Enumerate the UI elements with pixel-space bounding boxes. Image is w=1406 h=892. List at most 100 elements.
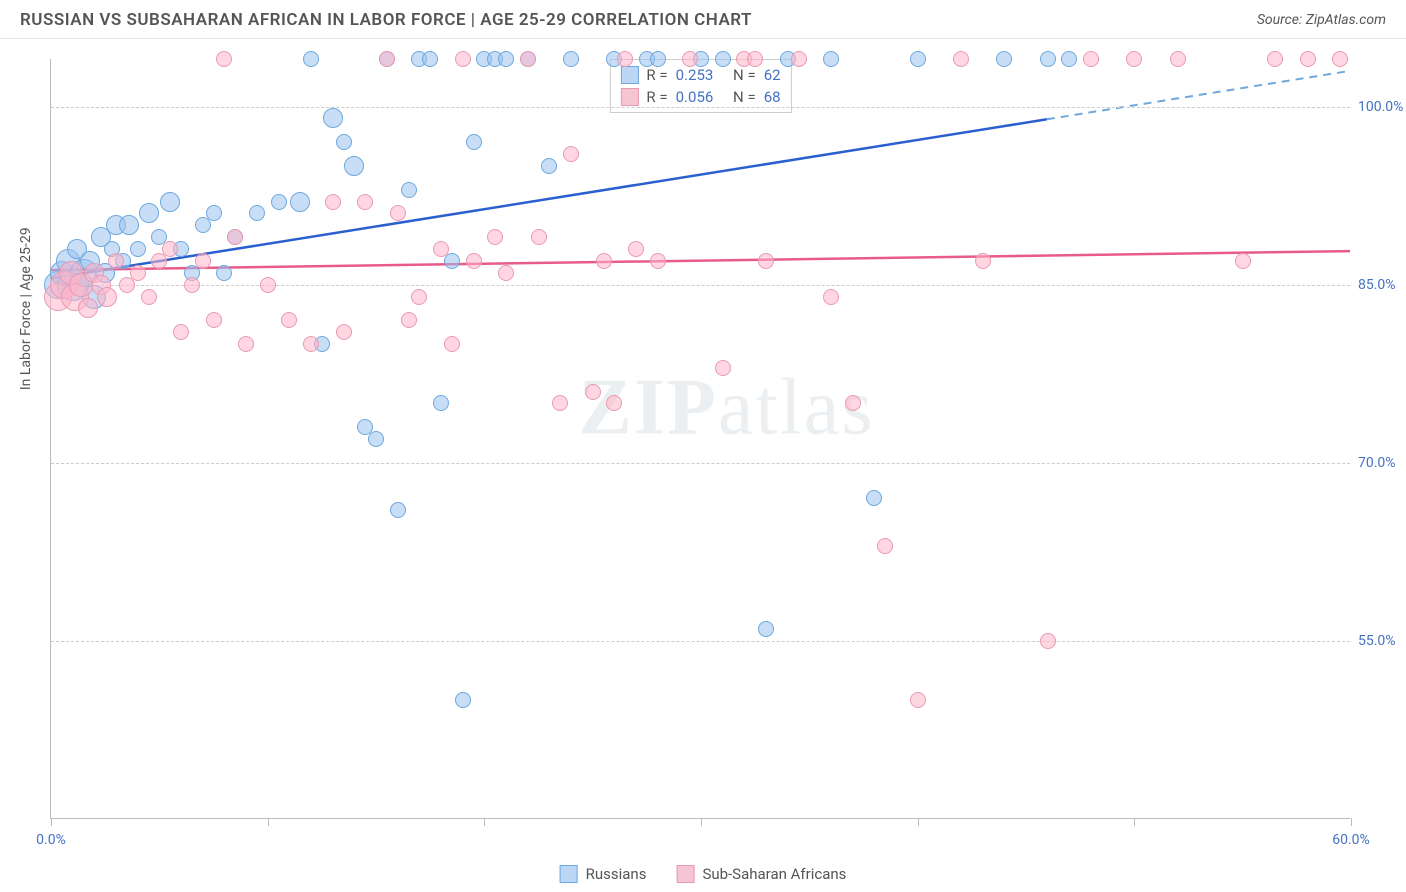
data-point (271, 194, 287, 210)
data-point (845, 395, 861, 411)
data-point (1267, 51, 1283, 67)
data-point (466, 253, 482, 269)
data-point (791, 51, 807, 67)
n-label: N = (733, 66, 756, 84)
data-point (444, 253, 460, 269)
data-point (323, 108, 343, 128)
data-point (260, 277, 276, 293)
data-point (466, 134, 482, 150)
data-point (650, 51, 666, 67)
data-point (682, 51, 698, 67)
data-point (910, 692, 926, 708)
data-point (108, 253, 124, 269)
data-point (281, 312, 297, 328)
y-axis-title: In Labor Force | Age 25-29 (18, 227, 34, 390)
n-value-subsaharan: 68 (764, 88, 781, 106)
chart-area: In Labor Force | Age 25-29 ZIPatlas R = … (0, 39, 1406, 889)
data-point (1235, 253, 1251, 269)
data-point (1040, 633, 1056, 649)
data-point (715, 360, 731, 376)
data-point (758, 621, 774, 637)
data-point (303, 51, 319, 67)
legend-item-subsaharan: Sub-Saharan Africans (676, 865, 846, 883)
chart-header: RUSSIAN VS SUBSAHARAN AFRICAN IN LABOR F… (0, 0, 1406, 39)
data-point (520, 51, 536, 67)
data-point (585, 384, 601, 400)
chart-source: Source: ZipAtlas.com (1257, 12, 1386, 28)
data-point (498, 265, 514, 281)
legend-label: Russians (586, 865, 647, 883)
data-point (1332, 51, 1348, 67)
data-point (130, 265, 146, 281)
gridline-h (51, 641, 1350, 642)
data-point (206, 312, 222, 328)
legend-item-russians: Russians (560, 865, 647, 883)
legend-row-subsaharan: R = 0.056 N = 68 (620, 86, 780, 108)
r-label: R = (646, 66, 667, 84)
data-point (715, 51, 731, 67)
plot-region: ZIPatlas R = 0.253 N = 62 R = 0.056 N = … (50, 59, 1350, 819)
data-point (910, 51, 926, 67)
y-tick-label: 55.0% (1358, 633, 1406, 649)
data-point (975, 253, 991, 269)
data-point (160, 192, 180, 212)
data-point (206, 205, 222, 221)
data-point (290, 192, 310, 212)
data-point (249, 205, 265, 221)
data-point (758, 253, 774, 269)
data-point (487, 229, 503, 245)
data-point (1126, 51, 1142, 67)
data-point (411, 289, 427, 305)
data-point (953, 51, 969, 67)
data-point (130, 241, 146, 257)
data-point (877, 538, 893, 554)
data-point (455, 51, 471, 67)
data-point (996, 51, 1012, 67)
data-point (357, 194, 373, 210)
y-tick-label: 85.0% (1358, 277, 1406, 293)
data-point (401, 312, 417, 328)
data-point (866, 490, 882, 506)
data-point (531, 229, 547, 245)
legend-swatch-icon (676, 865, 694, 883)
x-tick (268, 818, 269, 826)
x-tick (701, 818, 702, 826)
data-point (97, 287, 117, 307)
x-tick (51, 818, 52, 826)
data-point (433, 241, 449, 257)
legend-swatch-icon (560, 865, 578, 883)
data-point (1040, 51, 1056, 67)
trendlines-svg (51, 59, 1350, 818)
legend-row-russians: R = 0.253 N = 62 (620, 64, 780, 86)
data-point (379, 51, 395, 67)
x-tick (918, 818, 919, 826)
data-point (390, 502, 406, 518)
data-point (1061, 51, 1077, 67)
n-value-russians: 62 (764, 66, 781, 84)
data-point (823, 51, 839, 67)
watermark-bold: ZIP (578, 364, 717, 452)
data-point (139, 203, 159, 223)
x-tick-label: 60.0% (1332, 832, 1370, 848)
data-point (1170, 51, 1186, 67)
data-point (823, 289, 839, 305)
data-point (650, 253, 666, 269)
data-point (141, 289, 157, 305)
data-point (401, 182, 417, 198)
chart-title: RUSSIAN VS SUBSAHARAN AFRICAN IN LABOR F… (20, 10, 752, 30)
data-point (216, 51, 232, 67)
data-point (552, 395, 568, 411)
gridline-h (51, 107, 1350, 108)
data-point (541, 158, 557, 174)
data-point (195, 253, 211, 269)
watermark: ZIPatlas (578, 363, 874, 454)
data-point (747, 51, 763, 67)
data-point (390, 205, 406, 221)
data-point (184, 277, 200, 293)
data-point (433, 395, 449, 411)
x-tick (1134, 818, 1135, 826)
data-point (162, 241, 178, 257)
data-point (563, 51, 579, 67)
data-point (227, 229, 243, 245)
x-tick (1351, 818, 1352, 826)
